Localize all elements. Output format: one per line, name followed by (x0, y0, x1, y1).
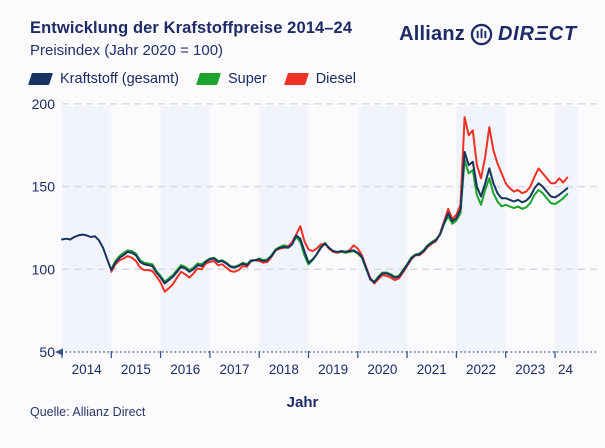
legend-item-diesel: Diesel (283, 71, 356, 87)
x-tick-label: 2015 (121, 362, 151, 377)
allianz-eagle-icon (470, 23, 493, 46)
direct-wordmark: DIRΞCT (498, 23, 577, 46)
x-tick-label: 2020 (367, 362, 397, 377)
x-tick-label: 2019 (318, 362, 348, 377)
direct-wordmark-post: CT (548, 23, 577, 45)
y-tick-label: 100 (32, 261, 56, 277)
x-tick-label: 2014 (72, 362, 103, 377)
y-tick-label: 150 (32, 179, 56, 195)
x-axis-labels: 2014 2015 2016 2017 2018 2019 2020 2021 2022 2023… (72, 362, 574, 377)
x-axis-title: Jahr (286, 394, 319, 411)
x-tick-label: 2023 (515, 362, 545, 377)
x-tick-label: 2017 (219, 362, 249, 377)
direct-stylized-e: Ξ (534, 23, 549, 45)
page-subtitle: Preisindex (Jahr 2020 = 100) (30, 42, 224, 59)
axis-arrow-icon (55, 348, 63, 356)
x-tick-label: 2016 (170, 362, 200, 377)
y-tick-label: 200 (32, 96, 56, 112)
direct-wordmark-pre: DIR (497, 23, 535, 45)
y-tick-label: 50 (39, 344, 55, 360)
allianz-wordmark: Allianz (399, 23, 465, 45)
legend-item-kraftstoff: Kraftstoff (gesamt) (28, 71, 179, 87)
allianz-direct-logo: Allianz DIRΞCT (399, 23, 577, 46)
x-tick-label: 2022 (466, 362, 496, 377)
legend-label-super: Super (228, 71, 267, 87)
x-axis (55, 348, 598, 358)
y-axis-labels: 200 150 100 50 (32, 96, 56, 360)
source-note: Quelle: Allianz Direct (30, 405, 146, 419)
x-tick-label: 2021 (417, 362, 447, 377)
x-tick-label: 24 (558, 362, 574, 377)
legend-label-kraftstoff: Kraftstoff (gesamt) (60, 71, 179, 87)
year-stripes (62, 106, 578, 352)
legend-label-diesel: Diesel (315, 71, 356, 87)
legend-item-super: Super (196, 71, 267, 87)
chart-legend: Kraftstoff (gesamt) Super Diesel (28, 71, 356, 87)
series-line-kraftstoff-gesamt (61, 150, 569, 285)
gridlines (62, 103, 598, 271)
x-tick-label: 2018 (269, 362, 299, 377)
page-title: Entwicklung der Krafstoffpreise 2014–24 (30, 19, 353, 37)
